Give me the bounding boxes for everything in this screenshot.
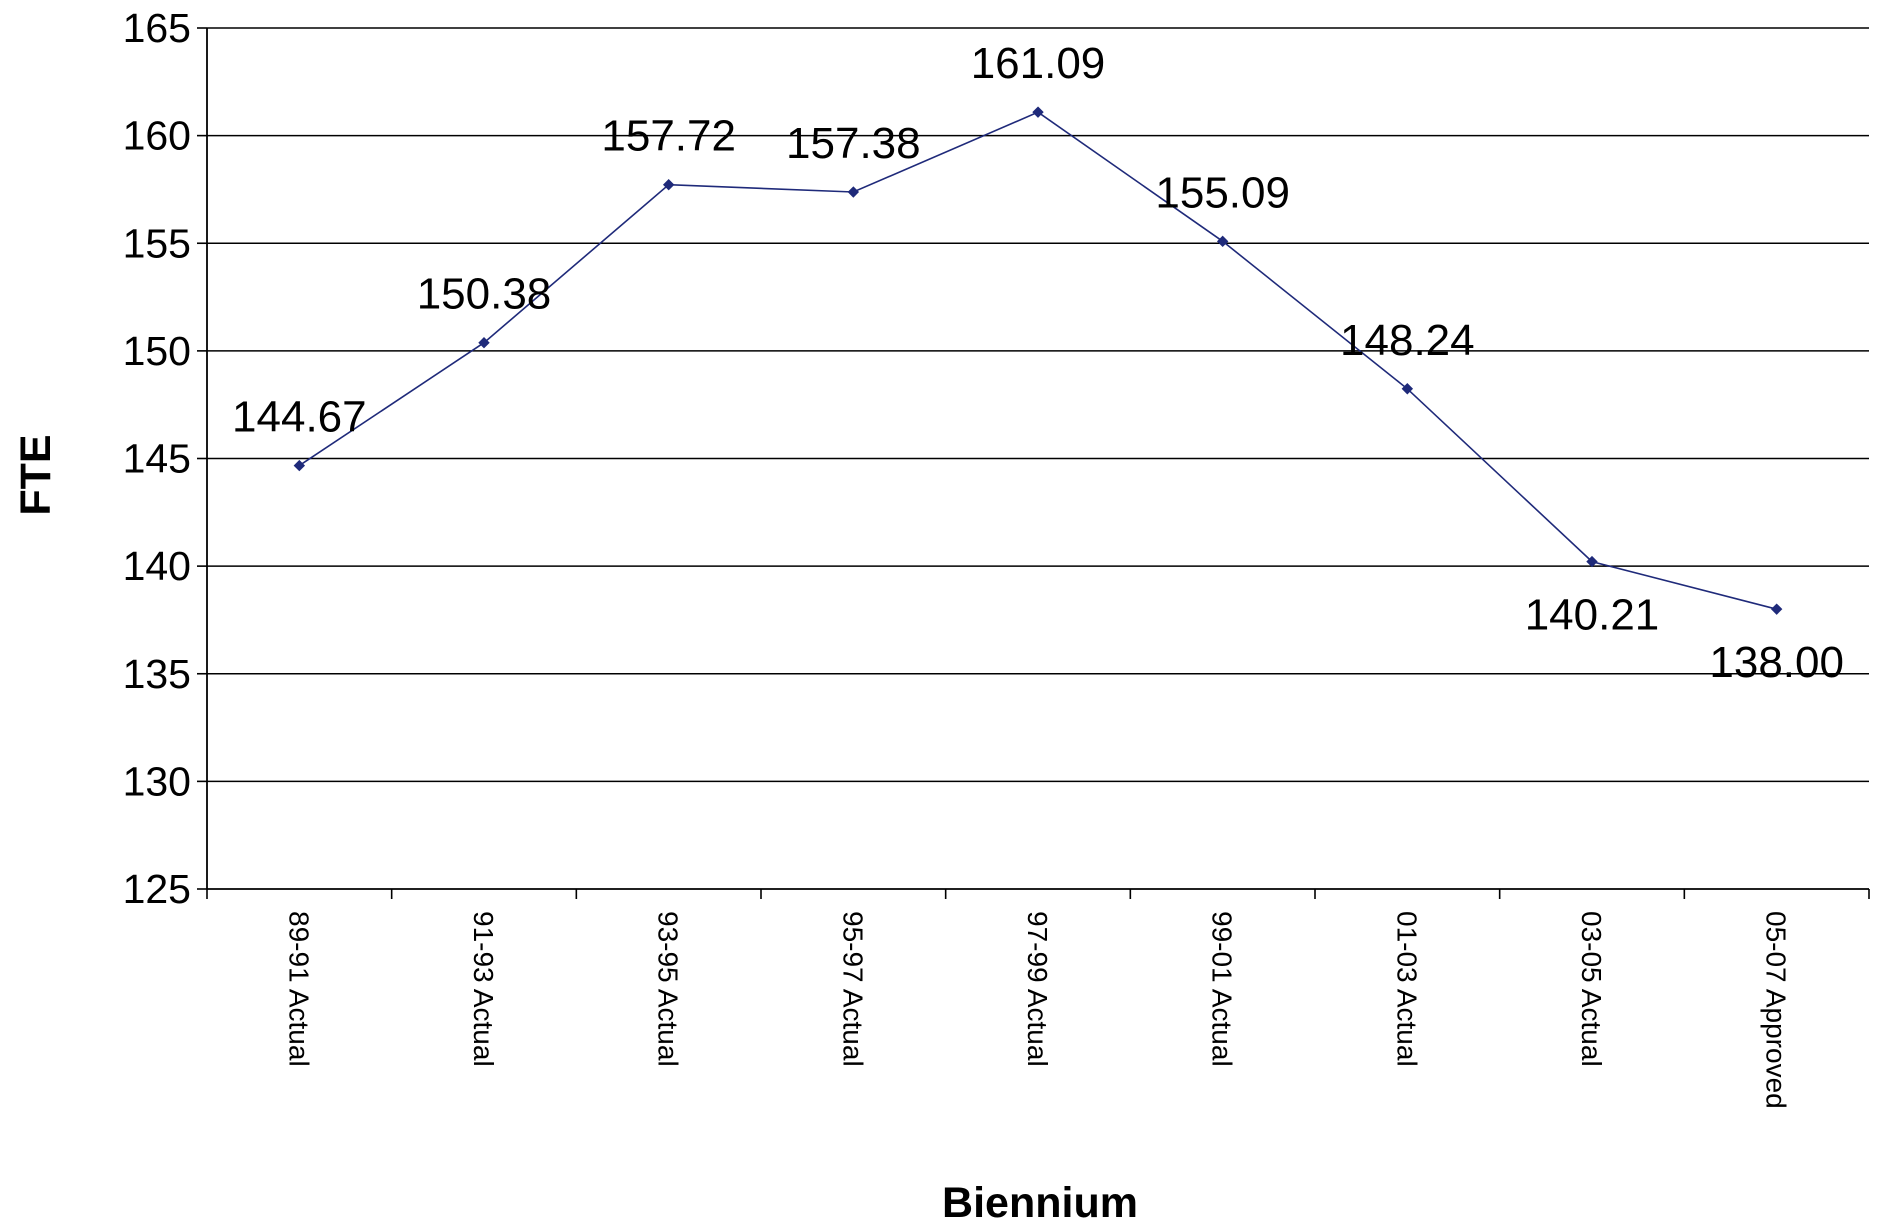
y-tick-label: 130	[123, 758, 191, 804]
x-tick-label: 95-97 Actual	[837, 911, 868, 1067]
y-tick-label: 155	[123, 220, 191, 266]
data-label: 157.38	[786, 119, 921, 168]
x-tick-label: 05-07 Approved	[1761, 911, 1792, 1109]
data-label: 150.38	[417, 270, 552, 319]
data-point	[1586, 555, 1598, 568]
data-point	[1032, 106, 1044, 118]
axes	[197, 27, 1870, 899]
y-axis-title: FTE	[12, 434, 60, 515]
data-label: 157.72	[601, 112, 736, 161]
data-point	[662, 178, 675, 191]
data-label: 148.24	[1340, 316, 1475, 365]
data-label: 155.09	[1155, 168, 1290, 217]
data-label: 161.09	[971, 39, 1106, 88]
x-tick-label: 89-91 Actual	[283, 911, 314, 1067]
x-tick-label: 03-05 Actual	[1576, 911, 1607, 1067]
y-tick-label: 140	[123, 543, 191, 589]
data-labels: 144.67 150.38 157.72 157.38 161.09 155.09 148.…	[232, 39, 1844, 687]
data-label: 138.00	[1709, 638, 1844, 687]
y-tick-labels: 125 130 135 140 145 150 155 160 165	[123, 5, 191, 912]
x-tick-label: 93-95 Actual	[653, 911, 684, 1067]
data-point	[847, 186, 860, 198]
x-tick-label: 01-03 Actual	[1391, 911, 1422, 1067]
data-point	[478, 336, 490, 349]
y-tick-label: 145	[123, 436, 191, 482]
x-tick-labels: 89-91 Actual 91-93 Actual 93-95 Actual 95-9…	[283, 911, 1791, 1109]
y-tick-label: 165	[123, 5, 191, 51]
x-axis-title: Biennium	[942, 1179, 1138, 1227]
y-tick-label: 135	[123, 651, 191, 697]
data-label: 140.21	[1525, 591, 1660, 640]
x-tick-label: 99-01 Actual	[1207, 911, 1238, 1067]
data-point	[1401, 383, 1414, 395]
y-tick-label: 125	[123, 866, 191, 912]
y-tick-label: 160	[123, 113, 191, 159]
data-point	[1770, 603, 1783, 615]
y-tick-label: 150	[123, 328, 191, 374]
data-point	[293, 459, 306, 472]
series-line	[298, 111, 1777, 610]
gridlines	[207, 27, 1869, 783]
x-tick-label: 91-93 Actual	[468, 911, 499, 1067]
data-label: 144.67	[232, 393, 367, 442]
x-tick-label: 97-99 Actual	[1022, 911, 1053, 1067]
series-fte	[293, 106, 1783, 615]
data-point	[1216, 235, 1229, 248]
